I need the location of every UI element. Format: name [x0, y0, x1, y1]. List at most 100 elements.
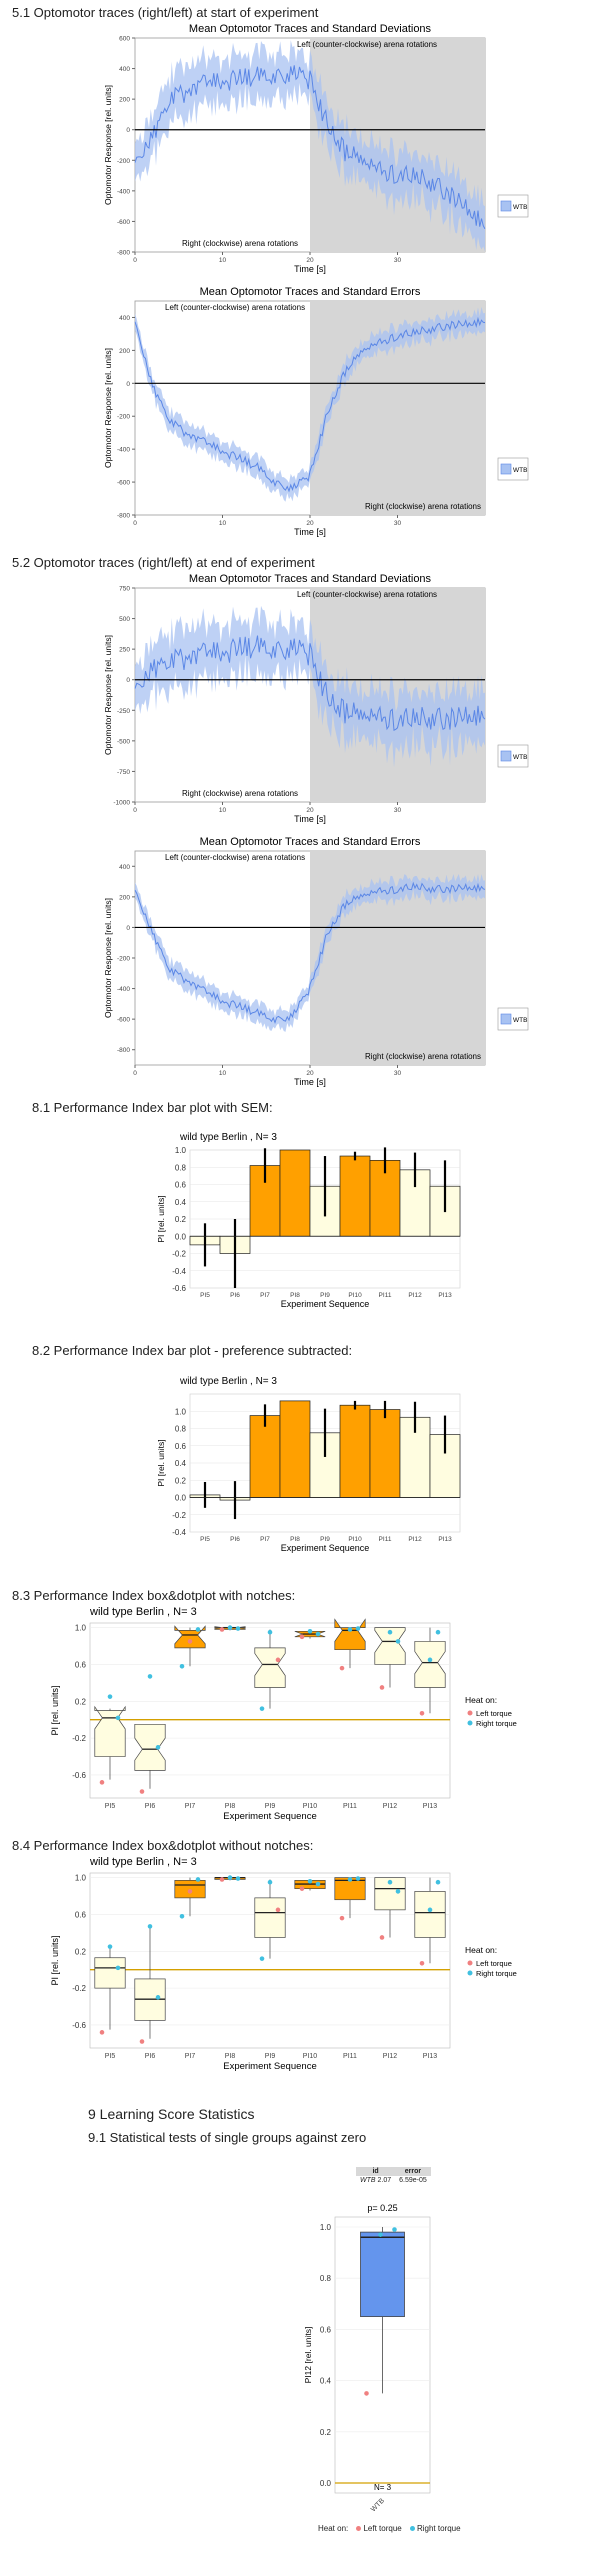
chart-title: Mean Optomotor Traces and Standard Error…	[200, 836, 421, 848]
data-point	[99, 2030, 105, 2035]
data-point	[139, 1789, 145, 1794]
x-tick-label: PI8	[290, 1536, 300, 1543]
y-tick-label: 0.6	[75, 1660, 87, 1669]
data-point	[155, 1745, 161, 1750]
right-torque-icon	[467, 1970, 473, 1976]
bar	[369, 1409, 401, 1498]
learn-legend: Heat on: Left torque Right torque	[318, 2524, 461, 2533]
data-point	[227, 1625, 233, 1630]
y-tick-label: 400	[119, 864, 130, 871]
data-point	[187, 1639, 193, 1644]
y-tick-label: 0.6	[175, 1181, 187, 1190]
data-point	[364, 2391, 369, 2396]
y-tick-label: 400	[119, 315, 130, 322]
y-axis-label: Optomotor Response [rel. units]	[103, 348, 113, 468]
x-tick-label: PI12	[383, 2053, 398, 2060]
left-rotation-label: Left (counter-clockwise) arena rotations	[165, 853, 305, 862]
y-axis-label: Optomotor Response [rel. units]	[103, 898, 113, 1018]
data-point	[179, 1913, 185, 1919]
box-body	[414, 1641, 446, 1688]
mean-trace-line	[134, 635, 486, 732]
y-tick-label: 1.0	[320, 2223, 332, 2232]
legend-title: Heat on:	[465, 1695, 497, 1705]
box-body	[254, 1897, 286, 1938]
data-point	[378, 2232, 383, 2237]
data-point	[195, 1627, 201, 1632]
y-tick-label: -800	[117, 513, 130, 520]
n-label: N= 3	[374, 2483, 392, 2492]
legend-left: Left torque	[476, 1959, 512, 1968]
data-point	[259, 1706, 265, 1711]
data-point	[435, 1629, 441, 1635]
y-tick-label: 0.6	[175, 1442, 187, 1451]
y-axis-label: PI [rel. units]	[50, 1935, 60, 1985]
y-tick-label: -400	[117, 188, 130, 195]
x-tick-label: PI11	[379, 1536, 392, 1543]
y-tick-label: 0.0	[175, 1494, 187, 1503]
chart-title: wild type Berlin , N= 3	[179, 1376, 277, 1387]
box-body	[360, 2231, 405, 2318]
bar	[279, 1400, 311, 1498]
data-point	[307, 1628, 313, 1634]
x-tick-label: PI6	[230, 1536, 240, 1543]
y-tick-label: 200	[119, 97, 130, 104]
section-title-9-1: 9.1 Statistical tests of single groups a…	[88, 2130, 367, 2145]
y-axis-label: Optomotor Response [rel. units]	[103, 85, 113, 205]
y-tick-label: 0	[126, 925, 130, 932]
y-tick-label: -400	[117, 447, 130, 454]
trace-chart-end-sem: Mean Optomotor Traces and Standard Error…	[103, 836, 529, 1087]
y-tick-label: -0.6	[72, 1771, 86, 1780]
data-point	[275, 1657, 281, 1663]
x-tick-label: 0	[133, 807, 137, 814]
bar	[339, 1404, 371, 1498]
x-tick-label: PI13	[438, 1536, 452, 1543]
y-tick-label: 0.6	[75, 1910, 87, 1919]
data-point	[387, 1629, 393, 1635]
data-point	[427, 1657, 433, 1663]
data-point	[155, 1995, 161, 2000]
y-tick-label: -0.2	[72, 1734, 86, 1743]
x-tick-label: 10	[219, 520, 227, 527]
y-tick-label: 750	[119, 586, 130, 593]
data-point	[115, 1965, 121, 1971]
chart-title: wild type Berlin , N= 3	[179, 1132, 277, 1143]
x-tick-label: PI13	[423, 2053, 438, 2060]
y-tick-label: 0.8	[175, 1163, 187, 1172]
data-point	[235, 1626, 241, 1631]
pi-box-chart-notches: wild type Berlin , N= 31.0 0.6 0.2 -0.2 -0.6…	[50, 1606, 517, 1822]
box-body	[134, 1723, 166, 1771]
learn-legend-right: Right torque	[416, 2524, 461, 2533]
y-tick-label: 0.4	[175, 1198, 187, 1207]
x-tick-label: PI13	[438, 1292, 452, 1299]
stats-col-error: error	[395, 2167, 431, 2176]
chart-title: wild type Berlin , N= 3	[89, 1606, 197, 1618]
learning-score-chart: p= 0.25 1.0 0.8 0.6 0.4 0.2 0.0 N= 3 WTB PI12 [re…	[303, 2203, 431, 2513]
x-tick-label: PI13	[423, 1803, 438, 1810]
y-tick-label: 0.2	[75, 1697, 87, 1706]
legend-swatch	[500, 1013, 512, 1025]
data-point	[315, 1631, 321, 1637]
y-axis-label: PI [rel. units]	[156, 1195, 166, 1242]
x-tick-label: 30	[394, 1070, 402, 1077]
x-tick-label: PI8	[225, 2053, 236, 2060]
legend-label: WTB	[513, 204, 527, 211]
p-value-label: p= 0.25	[367, 2203, 397, 2213]
bar	[339, 1155, 371, 1237]
mean-trace-line	[134, 316, 486, 493]
right-rotation-label: Right (clockwise) arena rotations	[365, 1052, 481, 1061]
legend-title: Heat on:	[465, 1945, 497, 1955]
mean-trace-line	[134, 881, 486, 1024]
bar	[279, 1149, 311, 1237]
y-tick-label: 1.0	[175, 1146, 187, 1155]
chart-title: wild type Berlin , N= 3	[89, 1856, 197, 1868]
x-tick-label: PI7	[185, 1803, 196, 1810]
x-tick-label: PI5	[105, 2053, 116, 2060]
y-tick-label: -800	[117, 250, 130, 257]
stats-col-id: id	[356, 2167, 396, 2176]
y-tick-label: 0.6	[320, 2325, 332, 2334]
x-tick-label: 20	[306, 257, 314, 264]
stats-row-value: 2.07	[377, 2177, 392, 2184]
chart-title: Mean Optomotor Traces and Standard Devia…	[189, 573, 432, 585]
section-title-8-4: 8.4 Performance Index box&dotplot withou…	[12, 1838, 314, 1853]
data-point	[355, 1876, 361, 1881]
